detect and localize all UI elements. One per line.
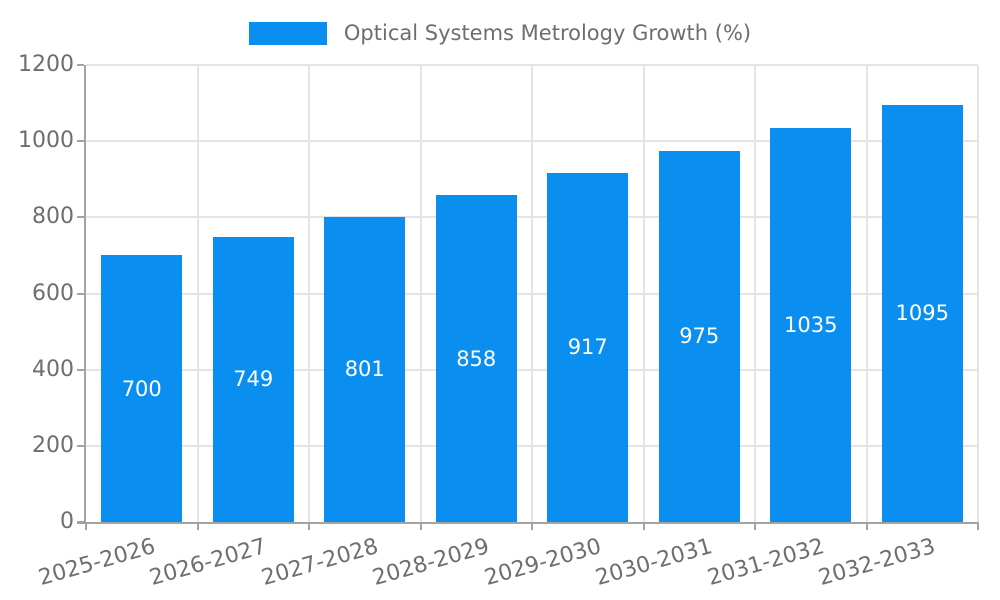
y-tick-label: 400 [32, 356, 74, 382]
x-tick-mark [196, 522, 199, 530]
bar [212, 236, 294, 522]
y-tick-label: 200 [32, 432, 74, 458]
y-tick-mark [77, 140, 84, 143]
bar-value-label: 975 [679, 324, 720, 349]
bar [324, 216, 406, 522]
y-tick-mark [77, 521, 84, 523]
bar-value-label: 1095 [895, 301, 949, 326]
x-tick-label: 2026-2027 [147, 533, 270, 592]
v-gridline [531, 65, 533, 522]
x-tick-mark [754, 522, 756, 530]
y-tick-label: 1000 [18, 128, 74, 154]
bar-value-label: 1035 [784, 312, 838, 337]
v-gridline [754, 65, 756, 522]
x-tick-mark [531, 522, 533, 530]
y-tick-mark [77, 216, 84, 219]
x-tick-mark [865, 522, 868, 530]
bar [547, 172, 629, 522]
x-tick-label: 2030-2031 [593, 533, 716, 592]
x-tick-label: 2028-2029 [370, 533, 493, 592]
legend[interactable]: Optical Systems Metrology Growth (%) [0, 19, 1000, 47]
bar [101, 255, 183, 522]
bar-value-label: 749 [233, 367, 274, 392]
bar-value-label: 700 [121, 376, 162, 401]
x-tick-label: 2025-2026 [35, 533, 158, 592]
x-tick-mark [85, 522, 87, 530]
y-tick-label: 1200 [18, 52, 74, 77]
v-gridline [308, 65, 310, 522]
x-axis-line [77, 522, 978, 524]
bar [435, 195, 517, 522]
bar [658, 150, 740, 522]
bar [881, 105, 963, 522]
bar [770, 127, 852, 522]
v-gridline [642, 65, 645, 522]
legend-swatch-icon [248, 21, 327, 45]
x-tick-mark [308, 522, 310, 530]
v-gridline [419, 65, 422, 522]
y-tick-label: 800 [32, 204, 74, 230]
v-gridline [977, 65, 979, 522]
x-tick-label: 2027-2028 [258, 533, 381, 592]
legend-label: Optical Systems Metrology Growth (%) [343, 21, 752, 45]
bar-value-label: 801 [344, 357, 385, 382]
plot-area: 700 749 801 858 917 975 1035 1095 [77, 64, 979, 524]
y-tick-mark [77, 444, 84, 447]
v-gridline [865, 65, 868, 522]
x-tick-mark [419, 522, 422, 530]
v-gridline [196, 65, 199, 522]
y-axis-line [84, 65, 86, 522]
x-tick-label: 2032-2033 [816, 533, 939, 592]
x-tick-mark [977, 522, 979, 530]
y-tick-mark [77, 368, 84, 371]
x-tick-label: 2031-2032 [704, 533, 827, 592]
y-tick-mark [77, 292, 84, 295]
x-tick-label: 2029-2030 [481, 533, 604, 592]
y-tick-label: 0 [60, 509, 74, 534]
bar-value-label: 858 [456, 346, 497, 371]
y-tick-label: 600 [32, 280, 74, 306]
bar-value-label: 917 [567, 335, 608, 360]
x-tick-mark [642, 522, 645, 530]
y-tick-mark [77, 64, 84, 66]
